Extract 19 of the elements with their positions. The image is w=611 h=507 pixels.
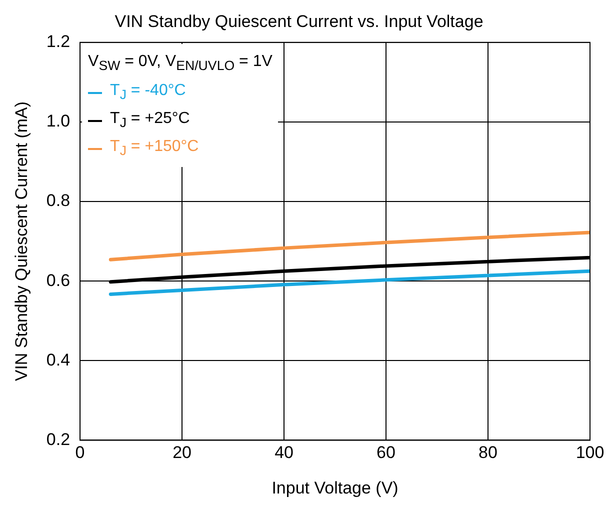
legend-label: T$_{J}$ = -40°C [110, 80, 186, 104]
chart-title: VIN Standby Quiescent Current vs. Input Voltage [114, 12, 484, 31]
y-tick-label: 1.2 [46, 32, 70, 52]
y-tick-label: 0.2 [46, 430, 70, 449]
y-tick-label: 0.8 [46, 191, 70, 210]
legend-title: V$_{SW}$ = 0V, V$_{EN/UVLO}$ = 1V [88, 52, 272, 76]
x-tick-label: 80 [478, 443, 498, 462]
x-tick-label: 20 [172, 443, 192, 462]
y-tick-label: 0.4 [46, 350, 70, 370]
legend-label: T$_{J}$ = +25°C [110, 108, 190, 132]
x-tick-label: 100 [576, 443, 604, 462]
y-tick-label: 1.0 [46, 112, 70, 131]
y-tick-label: 0.6 [46, 270, 70, 290]
x-axis-title: Input Voltage (V) [272, 478, 398, 498]
x-tick-label: 60 [376, 443, 396, 462]
y-axis-title: VIN Standby Quiescent Current (mA) [12, 101, 31, 382]
legend-label: T$_{J}$ = +150°C [110, 136, 199, 160]
x-tick-label: 40 [274, 443, 294, 462]
x-tick-label: 0 [75, 443, 85, 462]
